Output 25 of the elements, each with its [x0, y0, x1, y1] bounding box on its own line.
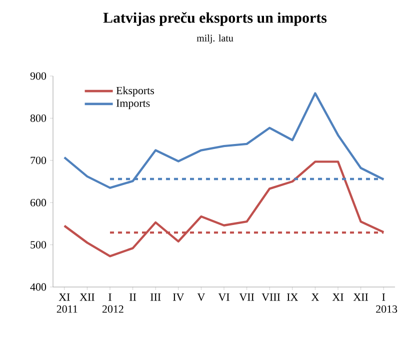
x-tick-label: IV	[173, 294, 184, 301]
chart-subtitle: milj. latu	[196, 34, 234, 44]
y-tick-label: 400	[30, 283, 46, 291]
x-tick-label: VIII	[262, 294, 280, 301]
x-tick-label: X	[311, 294, 319, 301]
x-tick-label: VI	[218, 294, 230, 301]
y-tick-label: 900	[30, 72, 46, 80]
x-tick-label: XI 2011	[56, 294, 78, 313]
y-tick-label: 500	[30, 241, 46, 248]
x-tick-label: V	[197, 294, 206, 301]
y-tick-label: 800	[30, 114, 46, 122]
legend-label: Imports	[116, 100, 150, 110]
x-tick-label: IX	[287, 294, 298, 301]
x-tick-label: XII	[353, 294, 368, 301]
x-tick-label: XII	[80, 294, 94, 301]
x-tick-label: I 2013	[376, 294, 398, 313]
x-tick-label: VII	[239, 294, 254, 301]
y-tick-label: 700	[30, 156, 46, 164]
y-tick-label: 600	[30, 198, 46, 206]
legend-label: Eksports	[116, 86, 154, 96]
x-tick-label: XI	[332, 294, 344, 301]
x-tick-label: I 2012	[102, 294, 124, 313]
chart-title: Latvijas preču eksports un imports	[103, 12, 327, 26]
x-tick-label: III	[150, 294, 161, 301]
x-tick-label: II	[130, 294, 136, 301]
